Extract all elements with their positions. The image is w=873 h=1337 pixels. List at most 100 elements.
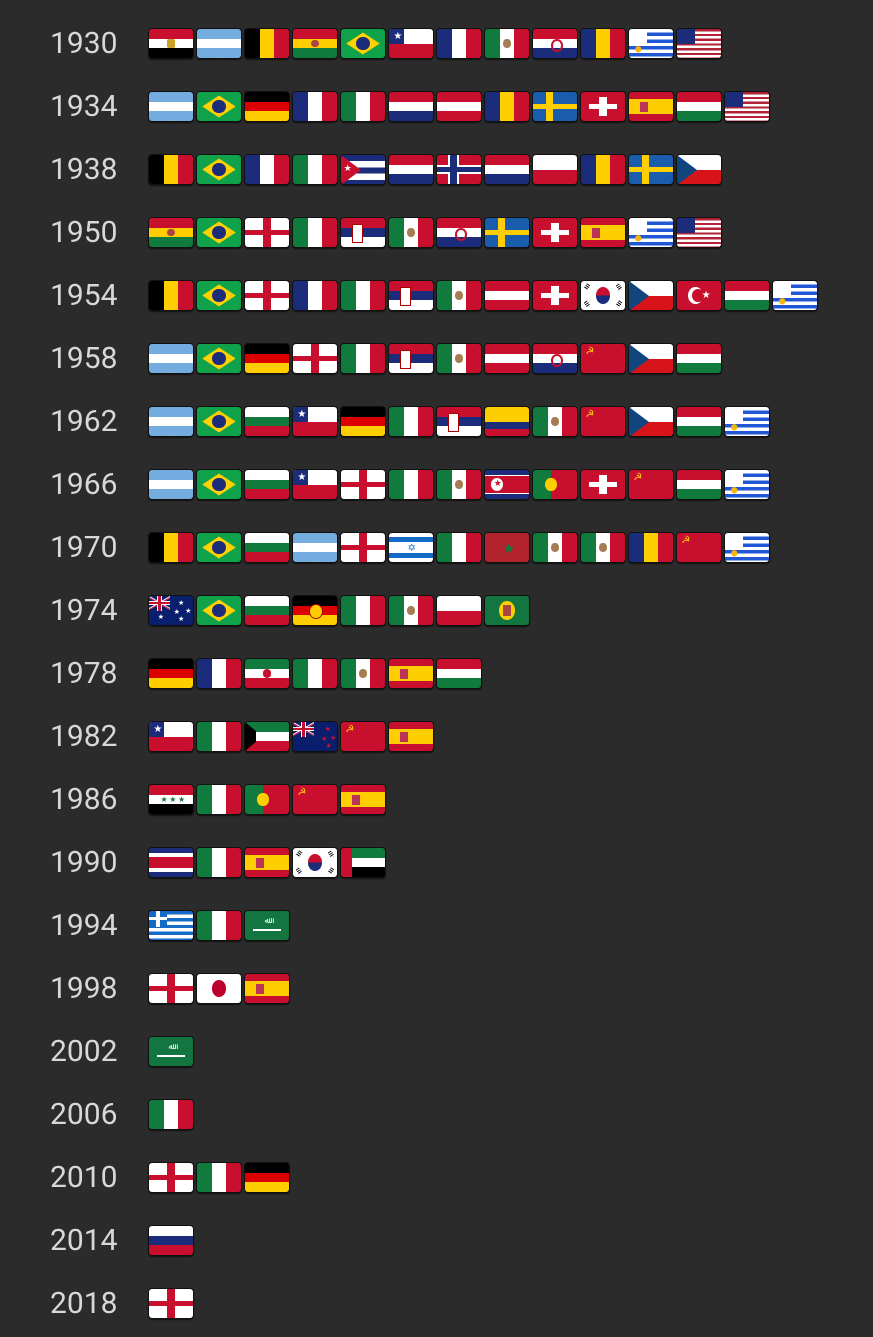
- flag-it-icon: [292, 154, 338, 185]
- flag-ro-icon: [580, 28, 626, 59]
- flag-bg-icon: [244, 532, 290, 563]
- flag-br-icon: [196, 532, 242, 563]
- flag-hu-icon: [436, 658, 482, 689]
- flag-py-icon: [436, 217, 482, 248]
- flag-br-icon: [196, 154, 242, 185]
- year-row: 1954★: [50, 280, 873, 311]
- flag-eng-icon: [244, 217, 290, 248]
- flag-fr-icon: [436, 28, 482, 59]
- flag-es-icon: [388, 658, 434, 689]
- year-label: 1934: [50, 92, 134, 122]
- flag-cl-icon: ★: [292, 406, 338, 437]
- year-row: 1986★★★☭: [50, 784, 873, 815]
- flag-mx-icon: [436, 280, 482, 311]
- flag-ae-icon: [340, 847, 386, 878]
- flag-be-icon: [244, 28, 290, 59]
- year-label: 2006: [50, 1100, 134, 1130]
- flag-au-icon: ★★★★★: [148, 595, 194, 626]
- year-row: 2002ﷲ: [50, 1036, 873, 1067]
- flag-es-icon: [244, 973, 290, 1004]
- flag-it-icon: [340, 595, 386, 626]
- flag-ar-icon: [196, 28, 242, 59]
- flag-es-icon: [580, 217, 626, 248]
- year-label: 1962: [50, 407, 134, 437]
- flag-be-icon: [148, 280, 194, 311]
- flag-rs-icon: [388, 280, 434, 311]
- year-label: 1998: [50, 974, 134, 1004]
- flag-bg-icon: [244, 469, 290, 500]
- year-row: 1974 ★★★★★: [50, 595, 873, 626]
- flags-container: ★: [148, 28, 722, 59]
- flag-se-icon: [484, 217, 530, 248]
- flag-cz-icon: [628, 343, 674, 374]
- flag-fr-icon: [244, 154, 290, 185]
- flag-de-icon: [148, 658, 194, 689]
- flag-ma-icon: ★: [484, 532, 530, 563]
- year-row: 1934: [50, 91, 873, 122]
- year-label: 1974: [50, 596, 134, 626]
- flag-it-icon: [292, 658, 338, 689]
- year-label: 2010: [50, 1163, 134, 1193]
- flag-fr-icon: [292, 91, 338, 122]
- year-row: 1978: [50, 658, 873, 689]
- flag-ch-icon: [580, 91, 626, 122]
- year-row: 1958☭: [50, 343, 873, 374]
- flag-ch-icon: [580, 469, 626, 500]
- flags-container: [148, 1288, 194, 1319]
- year-label: 1950: [50, 218, 134, 248]
- flags-container: ﷲ: [148, 910, 290, 941]
- flag-mx-icon: [436, 343, 482, 374]
- year-label: 1938: [50, 155, 134, 185]
- flag-br-icon: [196, 91, 242, 122]
- flag-su-icon: ☭: [580, 343, 626, 374]
- flag-hu-icon: [676, 406, 722, 437]
- flag-ch-icon: [532, 217, 578, 248]
- flag-su-icon: ☭: [340, 721, 386, 752]
- flag-cl-icon: ★: [292, 469, 338, 500]
- flag-eng-icon: [292, 343, 338, 374]
- flag-bg-icon: [244, 406, 290, 437]
- flag-tr-icon: ★: [676, 280, 722, 311]
- flag-ar-icon: [148, 91, 194, 122]
- flag-es-icon: [244, 847, 290, 878]
- flags-container: [148, 91, 770, 122]
- flag-mx-icon: [532, 406, 578, 437]
- year-row: 1970✡★☭: [50, 532, 873, 563]
- flag-su-icon: ☭: [292, 784, 338, 815]
- flag-it-icon: [388, 406, 434, 437]
- flag-cz-icon: [676, 154, 722, 185]
- flag-zr-icon: [484, 595, 530, 626]
- year-label: 2018: [50, 1289, 134, 1319]
- flags-container: [148, 847, 386, 878]
- flag-kp-icon: ★: [484, 469, 530, 500]
- flag-br-icon: [196, 595, 242, 626]
- flag-es-icon: [628, 91, 674, 122]
- flag-us-icon: [676, 217, 722, 248]
- flag-kr-icon: [580, 280, 626, 311]
- year-row: 1982★★★★★☭: [50, 721, 873, 752]
- flags-container: [148, 1225, 194, 1256]
- flag-it-icon: [436, 532, 482, 563]
- flag-py-icon: [532, 28, 578, 59]
- flags-container: ★: [148, 154, 722, 185]
- flag-eng-icon: [148, 973, 194, 1004]
- flag-it-icon: [196, 910, 242, 941]
- flag-rs-icon: [340, 217, 386, 248]
- flag-rs-icon: [436, 406, 482, 437]
- flag-eng-icon: [340, 469, 386, 500]
- year-row: 1962★☭: [50, 406, 873, 437]
- flag-ddr-icon: [292, 595, 338, 626]
- flag-iq-icon: ★★★: [148, 784, 194, 815]
- flag-be-icon: [148, 154, 194, 185]
- flag-kw-icon: [244, 721, 290, 752]
- flag-kr-icon: [292, 847, 338, 878]
- flag-mx-icon: [484, 28, 530, 59]
- flag-eng-icon: [244, 280, 290, 311]
- flag-fr-icon: [292, 280, 338, 311]
- flag-it-icon: [388, 469, 434, 500]
- flag-cu-icon: ★: [340, 154, 386, 185]
- flag-nl-icon: [388, 154, 434, 185]
- year-row: 1950: [50, 217, 873, 248]
- flag-mx-icon: [340, 658, 386, 689]
- flags-container: ★: [148, 280, 818, 311]
